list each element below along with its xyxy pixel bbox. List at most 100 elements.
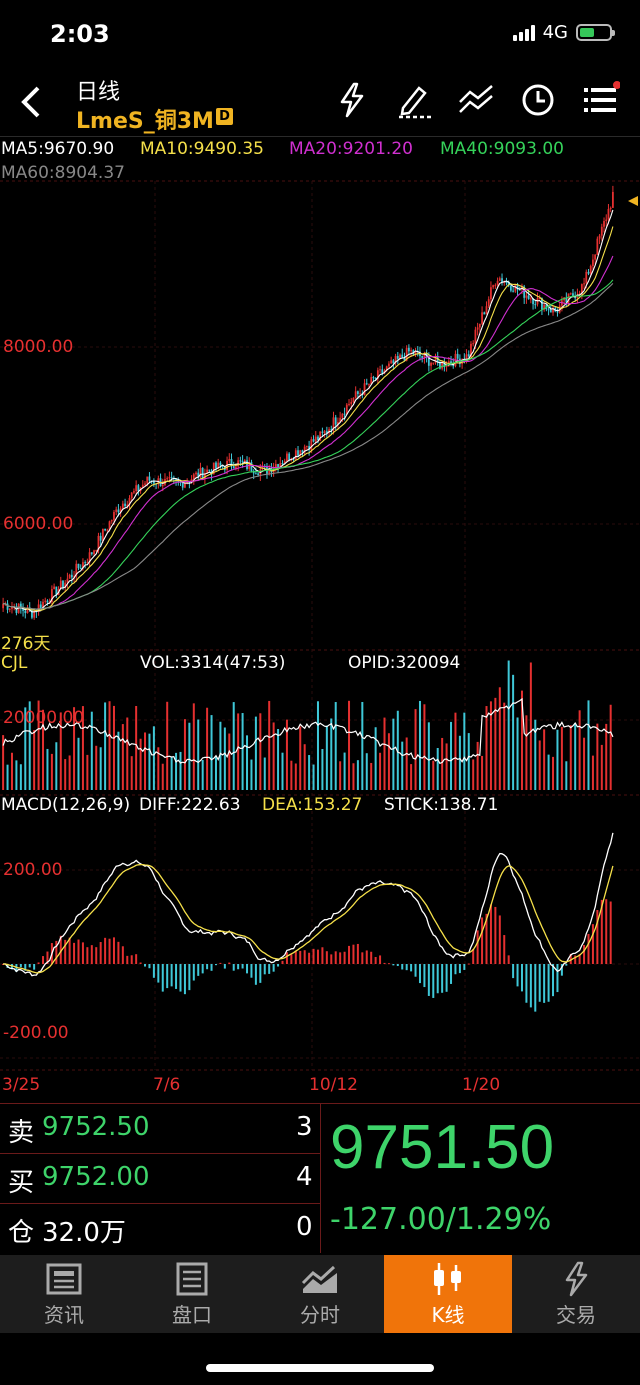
volume-bar bbox=[583, 737, 586, 790]
macd-bar bbox=[365, 950, 368, 964]
volume-bar bbox=[396, 710, 399, 790]
candle-body bbox=[232, 466, 235, 469]
volume-bar bbox=[356, 760, 359, 790]
lightning-icon[interactable] bbox=[332, 80, 372, 120]
candle-body bbox=[605, 219, 608, 222]
candle-body bbox=[330, 429, 333, 431]
signal-icon bbox=[512, 24, 535, 41]
news-icon bbox=[46, 1263, 82, 1294]
candle-body bbox=[277, 464, 279, 468]
macd-bar bbox=[556, 964, 559, 993]
nav-orderbook[interactable]: 盘口 bbox=[128, 1255, 256, 1333]
macd-bar bbox=[569, 953, 572, 964]
candle-body bbox=[22, 607, 24, 611]
oi-qty: 0 bbox=[296, 1212, 313, 1242]
macd-bar bbox=[64, 939, 67, 964]
candle-body bbox=[208, 469, 211, 471]
quote-divider bbox=[320, 1103, 321, 1253]
network-type: 4G bbox=[542, 22, 568, 43]
macd-bar bbox=[246, 964, 249, 974]
menu-icon[interactable] bbox=[580, 80, 620, 120]
candle-body bbox=[199, 467, 202, 478]
volume-bar bbox=[374, 727, 377, 790]
candlestick-icon bbox=[434, 1262, 461, 1295]
macd-bar bbox=[574, 955, 577, 964]
candle-body bbox=[541, 298, 543, 310]
volume-bar bbox=[183, 719, 186, 790]
volume-bar bbox=[485, 706, 488, 790]
volume-bar bbox=[219, 721, 222, 790]
candle-body bbox=[432, 362, 435, 364]
status-icons: 4G bbox=[512, 22, 615, 43]
candle-body bbox=[66, 578, 69, 583]
nav-label: 资讯 bbox=[44, 1302, 84, 1327]
candle-body bbox=[170, 477, 173, 479]
candle-body bbox=[97, 535, 100, 551]
volume-bar bbox=[423, 704, 426, 790]
macd-bar bbox=[396, 964, 399, 967]
macd-bar bbox=[259, 964, 262, 983]
candle-body bbox=[317, 436, 319, 441]
macd-bar bbox=[436, 964, 439, 994]
candle-body bbox=[596, 238, 599, 255]
back-icon[interactable] bbox=[18, 84, 44, 120]
nav-trade[interactable]: 交易 bbox=[512, 1255, 640, 1333]
kline-chart[interactable] bbox=[0, 0, 640, 1100]
candle-body bbox=[587, 271, 590, 274]
macd-bar bbox=[81, 942, 84, 964]
candle-body bbox=[487, 299, 490, 307]
candle-body bbox=[323, 431, 326, 433]
macd-bar bbox=[73, 942, 76, 964]
ma60-label: MA60:8904.37 bbox=[1, 163, 125, 183]
candle-body bbox=[556, 311, 559, 313]
home-indicator bbox=[206, 1364, 434, 1372]
macd-bar bbox=[161, 964, 164, 992]
candle-body bbox=[339, 417, 342, 423]
volume-bar bbox=[370, 762, 373, 790]
candle-body bbox=[288, 453, 291, 461]
buy-price: 9752.00 bbox=[42, 1162, 150, 1192]
macd-bar bbox=[534, 964, 537, 1012]
macd-bar bbox=[55, 940, 58, 964]
macd-bar bbox=[543, 964, 546, 1003]
macd-title: MACD(12,26,9) bbox=[1, 795, 131, 815]
volume-bar bbox=[2, 735, 5, 790]
volume-bar bbox=[556, 729, 559, 790]
candle-body bbox=[505, 281, 508, 283]
nav-label: 盘口 bbox=[172, 1302, 212, 1327]
volume-bar bbox=[520, 690, 523, 790]
nav-kline[interactable]: K线 bbox=[384, 1255, 512, 1333]
candle-body bbox=[42, 601, 44, 609]
volume-bar bbox=[414, 709, 417, 790]
clock-icon[interactable] bbox=[518, 80, 558, 120]
volume-bar bbox=[250, 759, 253, 790]
volume-bar bbox=[458, 735, 461, 790]
volume-bar bbox=[547, 754, 550, 790]
candle-body bbox=[130, 492, 133, 499]
macd-bar bbox=[605, 899, 608, 964]
oi-label: 仓 bbox=[8, 1218, 35, 1248]
draw-pen-icon[interactable] bbox=[395, 80, 435, 120]
candle-body bbox=[485, 306, 488, 315]
volume-bar bbox=[609, 704, 612, 790]
diff-line bbox=[3, 832, 614, 977]
volume-bar bbox=[68, 755, 71, 790]
candle-body bbox=[299, 450, 302, 456]
nav-news[interactable]: 资讯 bbox=[0, 1255, 128, 1333]
candle-body bbox=[68, 574, 71, 579]
nav-timeshare[interactable]: 分时 bbox=[256, 1255, 384, 1333]
indicator-icon[interactable] bbox=[456, 80, 496, 120]
volume-bar bbox=[463, 712, 466, 790]
macd-bar bbox=[343, 951, 346, 964]
volume-bar bbox=[50, 753, 53, 790]
nav-label: K线 bbox=[431, 1302, 465, 1327]
volume-bar bbox=[516, 717, 519, 790]
candle-body bbox=[6, 603, 9, 610]
macd-bar bbox=[250, 964, 253, 978]
macd-bar bbox=[192, 964, 195, 981]
last-price: 9751.50 bbox=[330, 1113, 555, 1182]
macd-dea: DEA:153.27 bbox=[262, 795, 363, 815]
candle-body bbox=[578, 293, 581, 295]
volume-bar bbox=[450, 721, 453, 790]
candle-body bbox=[494, 285, 497, 287]
